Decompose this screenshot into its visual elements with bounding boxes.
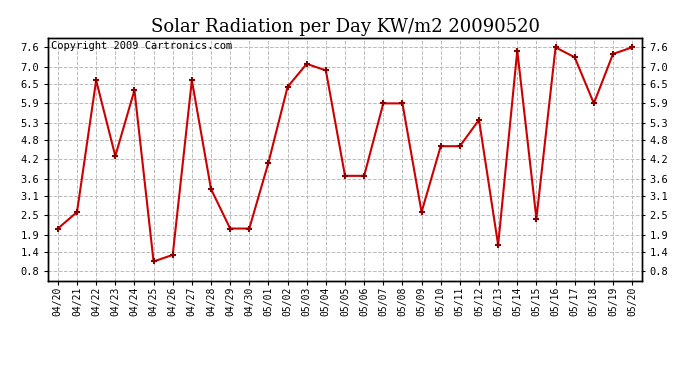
- Title: Solar Radiation per Day KW/m2 20090520: Solar Radiation per Day KW/m2 20090520: [150, 18, 540, 36]
- Text: Copyright 2009 Cartronics.com: Copyright 2009 Cartronics.com: [51, 41, 233, 51]
